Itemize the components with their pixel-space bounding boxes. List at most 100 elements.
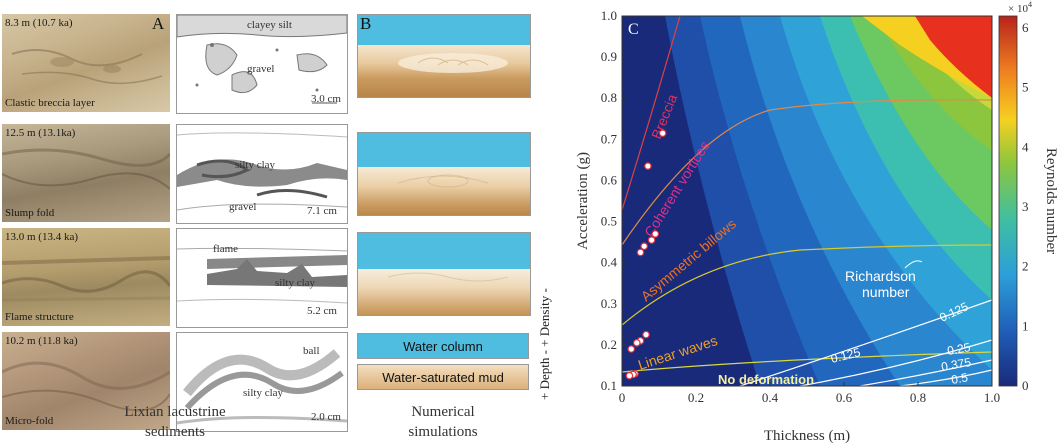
sample-point	[627, 345, 636, 353]
water-layer	[358, 233, 530, 269]
sketch-flame-structure: flame silty clay 5.2 cm	[176, 228, 348, 328]
colorbar-multiplier: × 104	[1008, 0, 1032, 15]
x-tick-label: 0.8	[910, 390, 926, 405]
simulation-frame	[357, 132, 531, 216]
structure-label: Flame structure	[5, 311, 74, 323]
colorbar	[998, 15, 1018, 387]
photo-texture	[2, 361, 170, 412]
sketch-label: gravel	[229, 201, 257, 213]
water-layer	[358, 15, 530, 45]
heatmap-field	[622, 16, 992, 386]
photo-slump-fold: 12.5 m (13.1ka) Slump fold	[2, 124, 170, 222]
legend-water-column: Water column	[357, 333, 529, 359]
sample-point	[642, 330, 650, 339]
y-tick-label: 0.5	[601, 214, 617, 229]
sample-point	[644, 162, 652, 170]
sketch-label: gravel	[247, 63, 275, 75]
sketch-label: silty clay	[235, 159, 276, 171]
structure-label: Slump fold	[5, 207, 55, 219]
regime-boundary	[622, 351, 992, 373]
scale-label: 5.2 cm	[307, 305, 337, 317]
regime-boundary	[622, 244, 992, 326]
mud-layer	[358, 269, 530, 315]
sketch-drawing	[177, 15, 347, 104]
sample-points	[625, 129, 667, 380]
photo-flame-structure: 13.0 m (13.4 ka) Flame structure	[2, 228, 170, 326]
structure-label: Micro-fold	[5, 415, 54, 427]
regime-label: No deformation	[718, 372, 814, 387]
panel-b-letter: B	[360, 14, 372, 33]
panel-a-caption: Lixian lacustrine sediments	[60, 402, 290, 442]
sketch-label: flame	[213, 243, 239, 255]
richardson-contour	[899, 369, 992, 386]
plot-frame	[621, 15, 993, 387]
sketch-label: clayey silt	[247, 19, 292, 31]
y-axis-ticks: 0.1 0.2 0.3 0.4 0.5 0.6 0.7 0.8 0.9 1.0	[601, 8, 626, 393]
sketch-drawing	[177, 349, 347, 425]
heatmap-band	[915, 16, 992, 98]
sketch-label: ball	[303, 345, 320, 357]
panel-a-letter: A	[152, 14, 165, 33]
photo-clastic-breccia: 8.3 m (10.7 ka) Clastic breccia layer	[2, 14, 170, 112]
y-tick-label: 0.6	[601, 172, 618, 187]
colorbar-multiplier-base: × 10	[1008, 3, 1028, 15]
y-tick-label: 0.3	[601, 296, 617, 311]
x-tick-label: 0.2	[688, 390, 704, 405]
sketch-label: silty clay	[275, 277, 316, 289]
richardson-contour-label: 0.25	[946, 340, 972, 358]
richardson-contour	[739, 299, 992, 386]
y-axis-label: Acceleration (g)	[575, 152, 591, 250]
photo-texture	[2, 148, 170, 190]
x-tick-label: 0	[619, 390, 626, 405]
depth-label: 12.5 m (13.1ka)	[5, 127, 76, 139]
legend-water-saturated-mud: Water-saturated mud	[357, 364, 529, 390]
sample-point	[647, 236, 656, 244]
structure-label: Clastic breccia layer	[5, 97, 95, 109]
photo-texture	[2, 256, 170, 302]
richardson-contour	[859, 359, 992, 386]
colorbar-tick-label: 1	[1022, 318, 1029, 333]
arrow-icon	[904, 260, 923, 269]
x-tick-label: 0.6	[836, 390, 853, 405]
panel-c-letter: C	[628, 21, 639, 38]
regime-boundary	[622, 99, 992, 246]
sketch-clastic-breccia: clayey silt gravel 3.0 cm	[176, 14, 348, 114]
colorbar-tick-label: 0	[1022, 378, 1029, 393]
colorbar-tick-label: 5	[1022, 80, 1029, 95]
scale-label: 3.0 cm	[311, 93, 341, 105]
sample-point	[640, 242, 649, 251]
richardson-contour	[799, 339, 992, 386]
richardson-contour-label: 0.375	[940, 355, 972, 374]
caption-line: Numerical	[411, 404, 475, 420]
colorbar-tick-label: 2	[1022, 259, 1029, 274]
sample-point	[651, 230, 660, 238]
depth-label: 10.2 m (11.8 ka)	[5, 335, 78, 347]
colorbar-tick-label: 3	[1022, 199, 1029, 214]
billow-drawing	[397, 174, 489, 188]
caption-line: sediments	[145, 424, 205, 440]
colorbar-tick-label: 4	[1022, 139, 1029, 154]
colorbar-multiplier-exponent: 4	[1028, 0, 1032, 9]
sketch-micro-fold: silty clay ball 2.0 cm	[176, 332, 348, 432]
y-tick-label: 0.9	[601, 49, 617, 64]
colorbar-ticks: 0 1 2 3 4 5 6	[1022, 20, 1029, 393]
sketch-drawing	[177, 247, 347, 304]
caption-line: simulations	[408, 424, 478, 440]
photo-micro-fold: 10.2 m (11.8 ka) Micro-fold	[2, 332, 170, 430]
y-tick-label: 0.4	[601, 255, 618, 270]
sample-point	[632, 339, 641, 347]
caption-line: Lixian lacustrine	[124, 404, 226, 420]
colorbar-tick-label: 6	[1022, 20, 1029, 35]
scale-label: 7.1 cm	[307, 205, 337, 217]
billow-drawing	[398, 53, 508, 73]
y-tick-label: 0.7	[601, 131, 618, 146]
sketch-label: silty clay	[243, 387, 284, 399]
water-layer	[358, 133, 530, 167]
y-tick-label: 0.1	[601, 378, 617, 393]
scale-label: 2.0 cm	[311, 411, 341, 423]
billow-drawing	[387, 272, 509, 282]
y-tick-label: 1.0	[601, 8, 617, 23]
y-tick-label: 0.2	[601, 337, 617, 352]
sample-point	[625, 371, 634, 380]
